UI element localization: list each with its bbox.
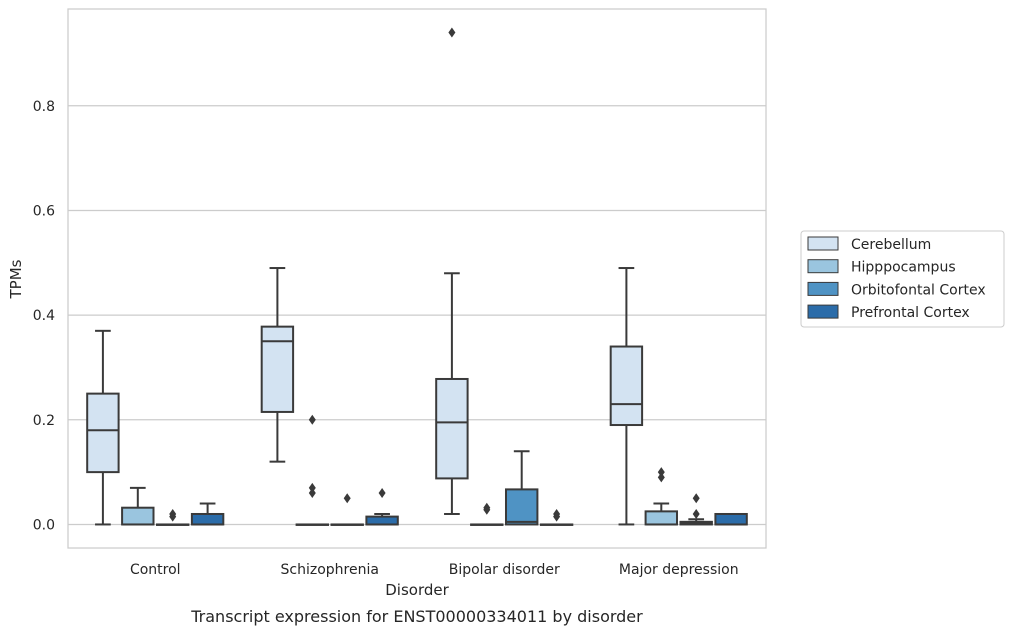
x-tick-label: Bipolar disorder <box>449 562 560 578</box>
x-axis-ticks: Control Schizophrenia Bipolar disorder Majo… <box>130 562 739 578</box>
box-body <box>365 515 399 526</box>
box-body <box>435 377 469 480</box>
box-cerebellum <box>609 267 644 526</box>
y-axis-label: TPMs <box>7 259 25 299</box>
outlier-point <box>483 504 491 515</box>
box-cerebellum <box>435 27 469 515</box>
outlier-point <box>553 511 561 522</box>
outlier-point <box>692 493 700 504</box>
box-hipppocampus <box>121 486 155 526</box>
x-axis-label: Disorder <box>385 581 449 599</box>
outlier-point <box>448 27 456 38</box>
outlier-point <box>657 467 665 478</box>
box-prefrontal-cortex <box>539 508 574 526</box>
legend-swatch <box>807 259 839 274</box>
outlier-point <box>657 472 665 483</box>
outlier-point <box>378 488 386 499</box>
x-tick-label: Major depression <box>619 562 739 578</box>
box-body <box>644 510 679 526</box>
outlier-point <box>308 482 316 493</box>
box-body <box>260 325 295 413</box>
box-orbitofontal-cortex <box>155 508 190 526</box>
plot-area <box>67 8 767 549</box>
y-tick-label: 0.4 <box>33 308 55 324</box>
box-hipppocampus <box>644 467 679 526</box>
y-tick-label: 0.8 <box>33 99 55 115</box>
y-axis-ticks: 0.0 0.2 0.4 0.6 0.8 <box>33 99 55 534</box>
box-cerebellum <box>260 267 295 463</box>
legend-frame <box>800 230 1005 328</box>
box-body <box>609 345 644 427</box>
box-prefrontal-cortex <box>714 512 748 526</box>
outlier-point <box>692 508 700 519</box>
box-orbitofontal-cortex <box>504 450 539 526</box>
outlier-point <box>308 414 316 425</box>
legend-label: Orbitofontal Cortex <box>851 282 986 298</box>
x-tick-label: Control <box>130 562 181 578</box>
legend-swatch <box>807 236 839 251</box>
box-orbitofontal-cortex <box>330 493 364 526</box>
y-tick-label: 0.6 <box>33 203 55 219</box>
box-cerebellum <box>86 329 120 526</box>
legend-label: Prefrontal Cortex <box>851 305 970 321</box>
legend-swatch <box>807 281 839 296</box>
legend-label: Hipppocampus <box>851 260 956 276</box>
y-tick-label: 0.2 <box>33 413 55 429</box>
boxes <box>86 27 748 526</box>
box-body <box>86 392 120 474</box>
box-hipppocampus <box>470 502 504 526</box>
box-body <box>121 506 155 526</box>
box-hipppocampus <box>295 414 330 526</box>
chart-caption: Transcript expression for ENST0000033401… <box>190 607 643 626</box>
box-prefrontal-cortex <box>365 488 399 526</box>
box-orbitofontal-cortex <box>679 493 713 526</box>
gridlines <box>68 105 766 526</box>
outlier-point <box>343 493 351 504</box>
x-tick-label: Schizophrenia <box>281 562 379 578</box>
box-body <box>190 512 225 526</box>
outlier-point <box>169 511 177 522</box>
legend-swatch <box>807 304 839 319</box>
legend-label: Cerebellum <box>851 237 931 253</box>
y-tick-label: 0.0 <box>33 517 55 533</box>
legend: Cerebellum Hipppocampus Orbitofontal Corte… <box>800 230 1005 328</box>
outlier-point <box>308 488 316 499</box>
box-prefrontal-cortex <box>190 502 225 526</box>
box-body <box>714 512 748 526</box>
box-body <box>504 488 539 526</box>
